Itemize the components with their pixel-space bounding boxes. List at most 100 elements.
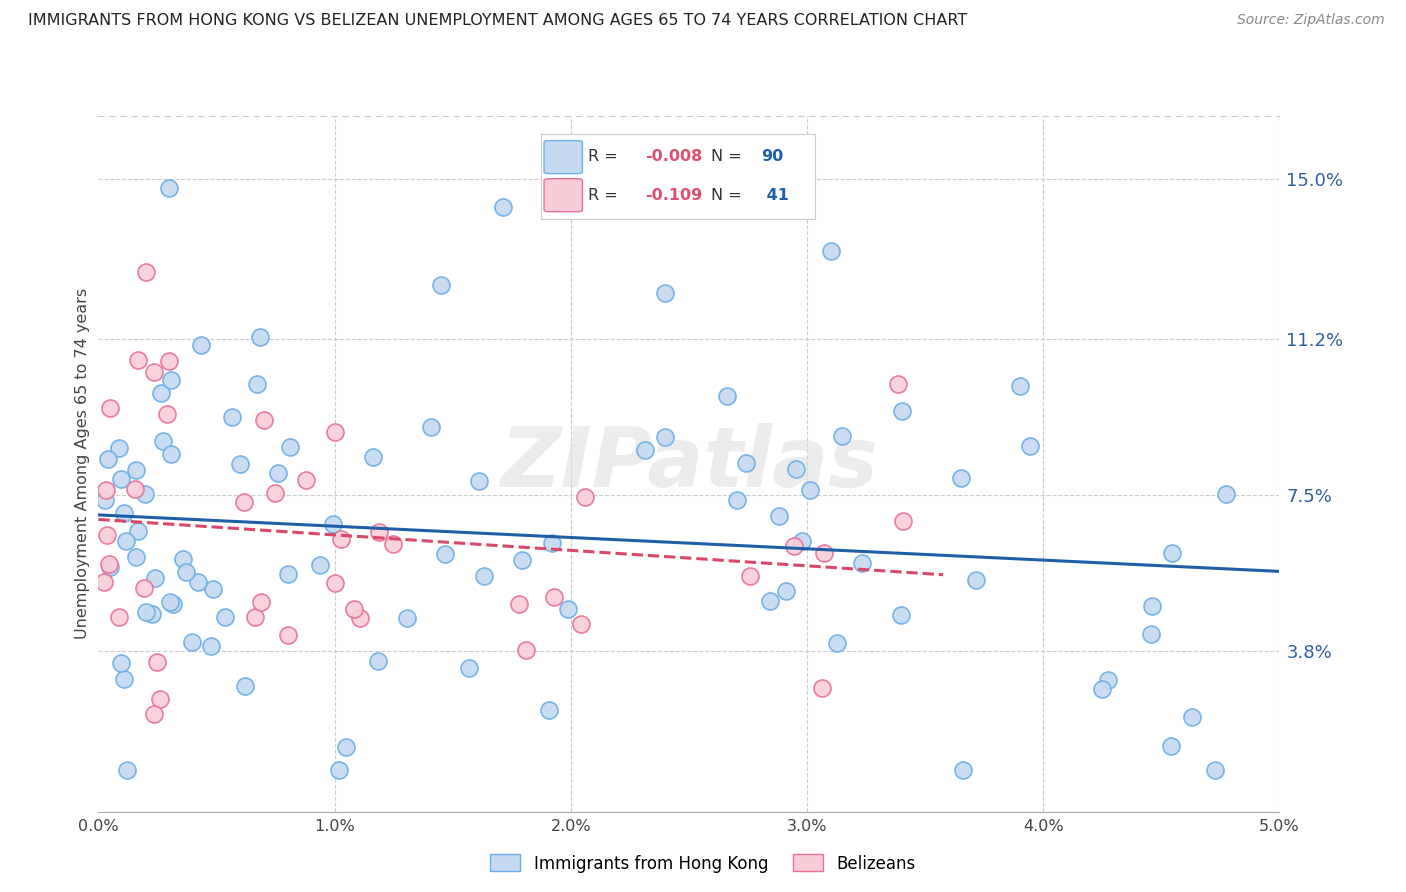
Point — [190, 337, 212, 351]
Point — [243, 610, 266, 624]
Point — [124, 482, 146, 496]
Point — [1008, 379, 1031, 393]
Point — [361, 450, 384, 464]
Point — [557, 601, 579, 615]
Point — [93, 574, 115, 589]
Point — [249, 330, 271, 344]
Point — [813, 546, 835, 560]
Point — [367, 525, 389, 540]
Point — [468, 474, 491, 488]
Point — [429, 278, 451, 293]
Point — [157, 353, 180, 368]
Point — [949, 470, 972, 484]
Point — [330, 532, 353, 546]
Point — [94, 493, 117, 508]
Point — [343, 602, 366, 616]
Point — [160, 373, 183, 387]
Point — [125, 550, 148, 565]
Text: -0.008: -0.008 — [645, 149, 703, 164]
Point — [186, 574, 208, 589]
Point — [125, 462, 148, 476]
Point — [141, 607, 163, 621]
Point — [851, 556, 873, 570]
Point — [135, 265, 157, 279]
Text: -0.109: -0.109 — [645, 188, 703, 203]
Point — [143, 572, 166, 586]
Point — [515, 643, 537, 657]
Text: R =: R = — [588, 188, 628, 203]
FancyBboxPatch shape — [544, 178, 582, 211]
Point — [181, 634, 204, 648]
Text: IMMIGRANTS FROM HONG KONG VS BELIZEAN UNEMPLOYMENT AMONG AGES 65 TO 74 YEARS COR: IMMIGRANTS FROM HONG KONG VS BELIZEAN UN… — [28, 13, 967, 29]
Point — [200, 640, 222, 654]
Point — [309, 558, 332, 573]
Text: N =: N = — [711, 188, 752, 203]
Point — [235, 679, 257, 693]
Point — [115, 763, 138, 777]
Point — [110, 472, 132, 486]
Text: 90: 90 — [761, 149, 783, 164]
Point — [127, 524, 149, 538]
Point — [162, 598, 184, 612]
Point — [174, 565, 197, 579]
Point — [541, 536, 564, 550]
Point — [433, 547, 456, 561]
Point — [1140, 627, 1163, 641]
Point — [891, 514, 914, 528]
Point — [249, 595, 271, 609]
Point — [150, 386, 173, 401]
Point — [831, 429, 853, 443]
Point — [152, 434, 174, 448]
Point — [335, 739, 357, 754]
Point — [420, 419, 443, 434]
Point — [537, 703, 560, 717]
Point — [457, 661, 479, 675]
Point — [1160, 739, 1182, 753]
Point — [149, 692, 172, 706]
Point — [172, 551, 194, 566]
Point — [323, 425, 346, 440]
Point — [783, 539, 806, 553]
Text: 41: 41 — [761, 188, 789, 203]
Point — [108, 609, 131, 624]
Point — [323, 575, 346, 590]
Point — [785, 462, 807, 476]
Point — [246, 377, 269, 392]
Point — [740, 569, 762, 583]
Point — [98, 401, 121, 415]
Point — [143, 706, 166, 721]
Point — [112, 672, 135, 686]
Point — [965, 574, 987, 588]
Legend: Immigrants from Hong Kong, Belizeans: Immigrants from Hong Kong, Belizeans — [484, 847, 922, 880]
Point — [94, 483, 117, 497]
Point — [735, 457, 758, 471]
Point — [127, 352, 149, 367]
Point — [214, 610, 236, 624]
Point — [1140, 599, 1163, 614]
Point — [264, 486, 287, 500]
Point — [396, 611, 419, 625]
Point — [322, 516, 344, 531]
Point — [569, 616, 592, 631]
Point — [952, 763, 974, 777]
Point — [96, 528, 118, 542]
Point — [1097, 673, 1119, 687]
Point — [574, 490, 596, 504]
Point — [134, 487, 156, 501]
Point — [233, 495, 256, 509]
FancyBboxPatch shape — [544, 141, 582, 174]
Point — [890, 607, 912, 622]
Text: Source: ZipAtlas.com: Source: ZipAtlas.com — [1237, 13, 1385, 28]
Point — [758, 594, 780, 608]
Point — [1090, 682, 1112, 697]
Text: ZIPatlas: ZIPatlas — [501, 424, 877, 504]
Point — [811, 681, 834, 695]
Point — [157, 180, 180, 194]
Point — [114, 534, 136, 549]
Point — [295, 473, 318, 487]
Point — [349, 610, 371, 624]
Point — [492, 200, 515, 214]
Point — [110, 657, 132, 671]
Point — [1204, 763, 1226, 777]
Point — [1215, 487, 1237, 501]
